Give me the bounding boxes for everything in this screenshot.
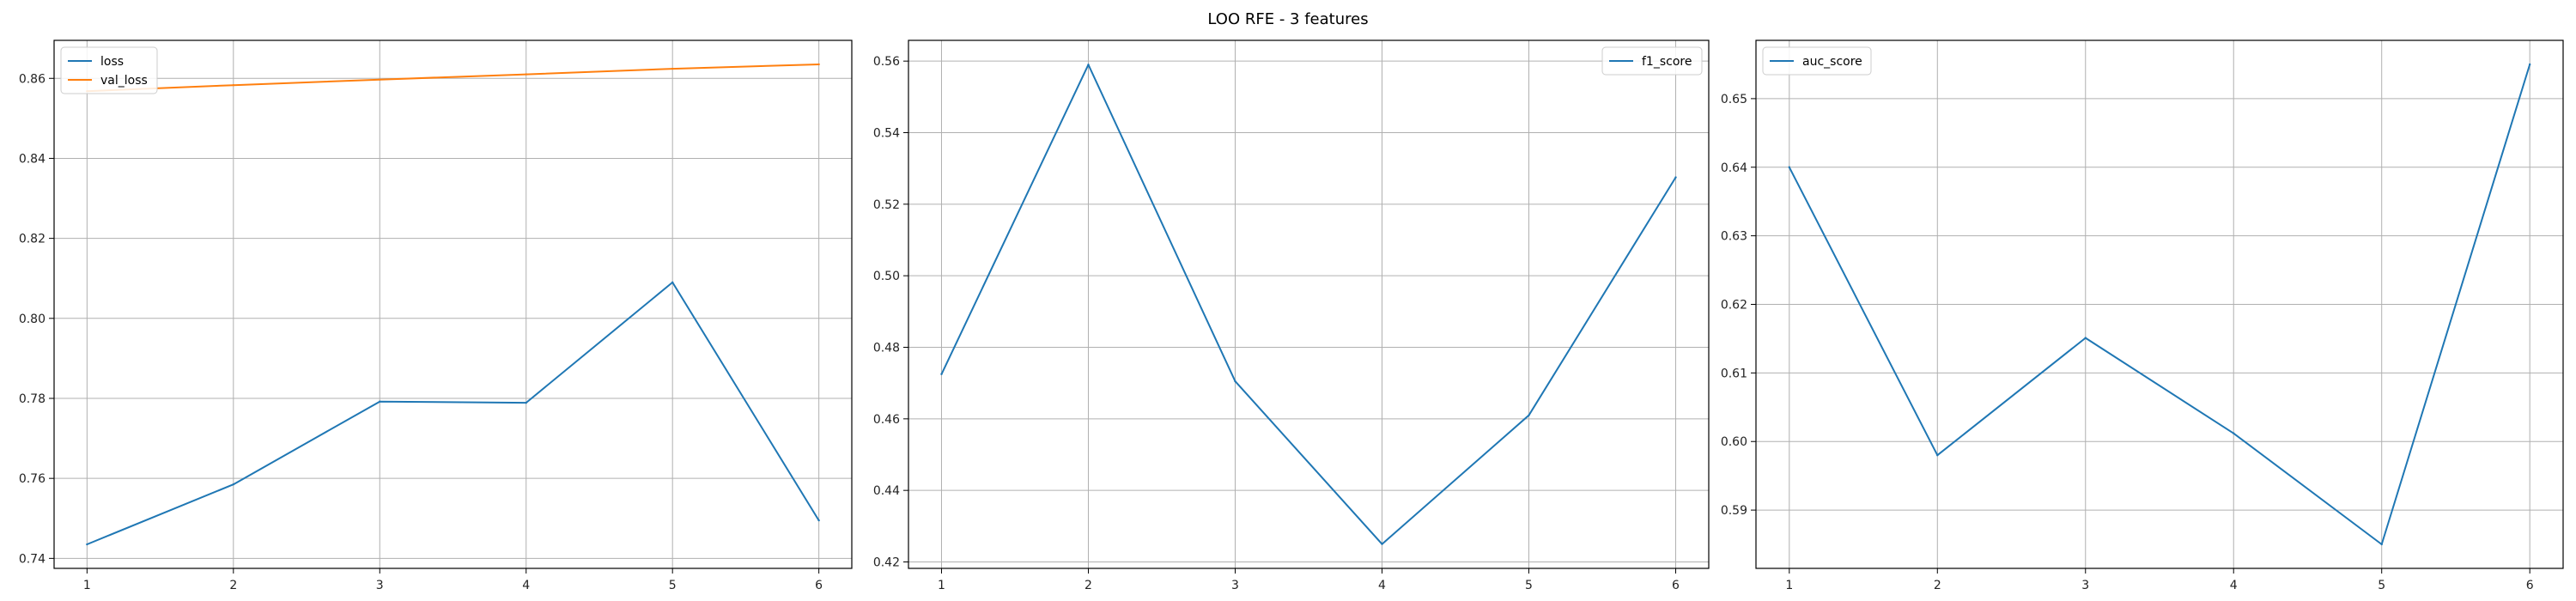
y-tick-label: 0.59	[1721, 504, 1747, 518]
data-point-auc_score	[2380, 543, 2383, 546]
figure-title: LOO RFE - 3 features	[1207, 10, 1368, 28]
x-tick-label: 1	[1785, 579, 1793, 592]
y-tick-label: 0.42	[873, 556, 900, 570]
series-line-val_loss	[87, 64, 819, 93]
x-tick-label: 1	[83, 579, 91, 592]
x-tick-label: 4	[522, 579, 530, 592]
y-tick-label: 0.86	[19, 72, 46, 86]
data-point-loss	[86, 543, 88, 546]
legend-box	[60, 46, 158, 94]
legend-label: f1_score	[1642, 55, 1692, 69]
y-tick-label: 0.65	[1721, 93, 1747, 106]
y-tick-label: 0.50	[873, 270, 900, 283]
data-point-auc_score	[1788, 166, 1791, 168]
data-point-f1_score	[1381, 543, 1383, 545]
x-tick-label: 3	[376, 579, 384, 592]
y-tick-label: 0.74	[19, 552, 46, 566]
data-point-loss	[525, 401, 527, 404]
data-point-val_loss	[817, 63, 820, 66]
y-tick-label: 0.62	[1721, 299, 1747, 313]
subplot-2: 1 2 3 4 5 6 0.42 0.44 0.46 0.48 0.50 0.52 0.54 0.56 f1…	[873, 39, 1710, 592]
series-line-f1_score	[940, 64, 1677, 545]
data-point-auc_score	[1936, 454, 1939, 457]
x-tick-label: 2	[1934, 579, 1941, 592]
data-point-f1_score	[940, 373, 943, 375]
data-point-f1_score	[1528, 414, 1530, 416]
data-point-auc_score	[2528, 63, 2531, 66]
data-point-val_loss	[671, 67, 674, 70]
y-tick-label: 0.64	[1721, 161, 1747, 175]
y-tick-label: 0.48	[873, 342, 900, 355]
plots-group: 1 2 3 4 5 6 0.74 0.76 0.78 0.80 0.82 0.84 0.86 loss va…	[19, 39, 2564, 592]
y-tick-label: 0.52	[873, 198, 900, 212]
legend-box	[1762, 46, 1872, 76]
y-tick-label: 0.76	[19, 472, 46, 486]
y-tick-label: 0.46	[873, 413, 900, 427]
data-point-f1_score	[1087, 64, 1090, 66]
x-tick-label: 4	[2230, 579, 2238, 592]
y-tick-label: 0.82	[19, 233, 46, 246]
y-tick-label: 0.78	[19, 392, 46, 406]
series-line-loss	[87, 281, 820, 545]
x-tick-label: 6	[815, 579, 823, 592]
data-point-loss	[671, 281, 674, 284]
subplot-1: 1 2 3 4 5 6 0.74 0.76 0.78 0.80 0.82 0.84 0.86 loss va…	[19, 39, 853, 592]
x-tick-label: 5	[2378, 579, 2385, 592]
legend-label: val_loss	[100, 74, 148, 88]
x-tick-label: 3	[1231, 579, 1239, 592]
legend-label: auc_score	[1802, 55, 1862, 69]
axes-frame	[908, 39, 1710, 569]
y-tick-label: 0.54	[873, 127, 900, 141]
x-tick-label: 6	[2526, 579, 2534, 592]
y-tick-label: 0.60	[1721, 435, 1747, 449]
data-point-f1_score	[1234, 379, 1236, 383]
legend: f1_score	[1601, 46, 1703, 76]
axes-frame	[1755, 39, 2564, 569]
legend-box	[1601, 46, 1703, 76]
data-point-loss	[817, 519, 820, 522]
y-tick-label: 0.80	[19, 313, 46, 326]
series-line-auc_score	[1788, 64, 2531, 545]
y-tick-label: 0.63	[1721, 230, 1747, 244]
legend-label: loss	[100, 55, 124, 69]
y-tick-label: 0.56	[873, 55, 900, 69]
y-tick-label: 0.61	[1721, 367, 1747, 380]
data-point-auc_score	[2084, 337, 2087, 339]
y-tick-label: 0.84	[19, 152, 46, 166]
x-tick-label: 3	[2081, 579, 2089, 592]
data-point-f1_score	[1674, 176, 1677, 179]
axes-frame	[53, 39, 853, 569]
x-tick-label: 1	[938, 579, 945, 592]
data-point-loss	[379, 400, 381, 403]
data-point-auc_score	[2233, 432, 2235, 434]
data-point-val_loss	[232, 83, 235, 87]
data-point-loss	[232, 483, 235, 486]
x-tick-label: 5	[1525, 579, 1533, 592]
y-tick-label: 0.44	[873, 484, 900, 498]
x-tick-label: 6	[1672, 579, 1680, 592]
subplot-3: 1 2 3 4 5 6 0.59 0.60 0.61 0.62 0.63 0.64 0.65 auc_sc…	[1721, 39, 2564, 592]
x-tick-label: 2	[1084, 579, 1092, 592]
x-tick-label: 4	[1378, 579, 1386, 592]
data-point-val_loss	[379, 78, 381, 81]
legend: auc_score	[1762, 46, 1872, 76]
x-tick-label: 5	[669, 579, 677, 592]
legend: loss val_loss	[60, 46, 158, 94]
data-point-val_loss	[525, 73, 527, 76]
x-tick-label: 2	[229, 579, 237, 592]
